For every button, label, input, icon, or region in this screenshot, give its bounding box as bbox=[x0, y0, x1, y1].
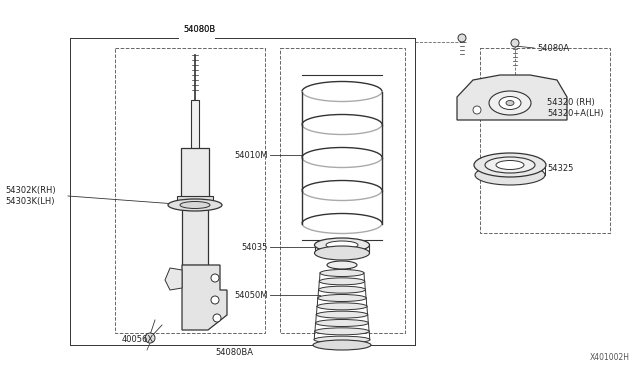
Circle shape bbox=[511, 39, 519, 47]
Polygon shape bbox=[165, 268, 182, 290]
Ellipse shape bbox=[327, 261, 357, 269]
Circle shape bbox=[213, 314, 221, 322]
Bar bbox=[191, 100, 199, 185]
Text: 54050M: 54050M bbox=[234, 291, 268, 299]
Circle shape bbox=[145, 333, 155, 343]
Bar bbox=[334, 265, 350, 273]
Circle shape bbox=[211, 296, 219, 304]
Ellipse shape bbox=[319, 286, 365, 293]
Text: 54302K(RH)
54303K(LH): 54302K(RH) 54303K(LH) bbox=[5, 186, 56, 206]
Bar bbox=[182, 205, 208, 265]
Text: X401002H: X401002H bbox=[590, 353, 630, 362]
Circle shape bbox=[473, 106, 481, 114]
Text: 54080BA: 54080BA bbox=[215, 348, 253, 357]
Ellipse shape bbox=[489, 91, 531, 115]
Polygon shape bbox=[182, 265, 227, 330]
Ellipse shape bbox=[475, 165, 545, 185]
Bar bbox=[480, 48, 610, 233]
Ellipse shape bbox=[474, 153, 546, 177]
Ellipse shape bbox=[314, 336, 370, 343]
Ellipse shape bbox=[320, 269, 364, 276]
Ellipse shape bbox=[316, 311, 368, 318]
Polygon shape bbox=[457, 75, 567, 120]
Circle shape bbox=[458, 34, 466, 42]
Text: 54080A: 54080A bbox=[537, 44, 569, 52]
Text: 54325: 54325 bbox=[547, 164, 573, 173]
Ellipse shape bbox=[506, 100, 514, 106]
Text: 54010M: 54010M bbox=[234, 151, 268, 160]
Text: 40056X: 40056X bbox=[122, 335, 154, 344]
Bar bbox=[115, 48, 265, 333]
Bar bbox=[280, 48, 405, 333]
Bar bbox=[181, 148, 209, 203]
Text: 54035: 54035 bbox=[242, 243, 268, 251]
Ellipse shape bbox=[319, 278, 365, 285]
Ellipse shape bbox=[314, 238, 369, 252]
Ellipse shape bbox=[326, 241, 358, 249]
Ellipse shape bbox=[499, 96, 521, 109]
Text: 54320 (RH)
54320+A(LH): 54320 (RH) 54320+A(LH) bbox=[547, 97, 604, 118]
Ellipse shape bbox=[317, 303, 367, 310]
Text: 54080B: 54080B bbox=[183, 25, 215, 34]
Ellipse shape bbox=[315, 328, 369, 335]
Text: 54080B: 54080B bbox=[183, 25, 215, 34]
Ellipse shape bbox=[168, 199, 222, 211]
Ellipse shape bbox=[316, 320, 369, 327]
Ellipse shape bbox=[496, 160, 524, 170]
Ellipse shape bbox=[314, 246, 369, 260]
Ellipse shape bbox=[313, 340, 371, 350]
Ellipse shape bbox=[485, 157, 535, 173]
Circle shape bbox=[211, 274, 219, 282]
Bar bbox=[177, 196, 213, 204]
Ellipse shape bbox=[317, 295, 366, 301]
Ellipse shape bbox=[180, 202, 210, 208]
